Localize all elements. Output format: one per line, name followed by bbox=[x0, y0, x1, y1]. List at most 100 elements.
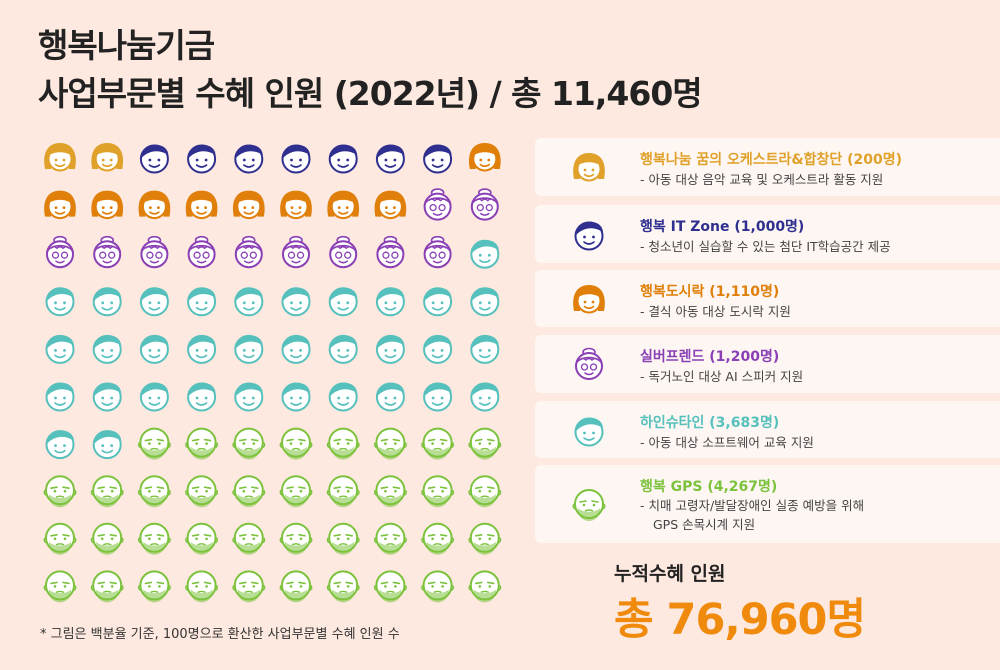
boy-face-icon bbox=[139, 287, 169, 317]
grandfather-face-icon bbox=[232, 522, 266, 555]
girl-face-icon bbox=[91, 190, 124, 220]
legend-card-orchestra: 행복나눔 꿈의 오케스트라&합창단 (200명) - 아동 대상 음악 교육 및… bbox=[535, 138, 1000, 196]
girl-face-icon bbox=[327, 190, 360, 220]
boy-face-icon bbox=[139, 334, 169, 364]
grandmother-face-icon bbox=[234, 235, 263, 269]
grandfather-face-icon bbox=[468, 522, 502, 555]
grandfather-face-icon bbox=[43, 475, 77, 508]
boy-face-icon bbox=[45, 430, 75, 460]
girl-face-icon bbox=[374, 190, 407, 220]
grandfather-face-icon bbox=[421, 570, 455, 603]
boy-face-icon bbox=[45, 382, 75, 412]
grandfather-face-icon bbox=[572, 489, 606, 521]
boy-face-icon bbox=[375, 287, 405, 317]
boy-face-icon bbox=[281, 144, 311, 174]
grandfather-face-icon bbox=[90, 522, 124, 555]
boy-face-icon bbox=[281, 334, 311, 364]
boy-face-icon bbox=[375, 382, 405, 412]
page-title: 행복나눔기금 사업부문별 수혜 인원 (2022년) / 총 11,460명 bbox=[38, 22, 703, 118]
grandfather-face-icon bbox=[468, 475, 502, 508]
boy-face-icon bbox=[328, 382, 358, 412]
grandfather-face-icon bbox=[232, 570, 266, 603]
girl-face-icon bbox=[280, 190, 312, 220]
legend-card-gps: 행복 GPS (4,267명) - 치매 고령자/발달장애인 실종 예방을 위해… bbox=[535, 465, 1000, 543]
girl-face-icon bbox=[468, 143, 501, 172]
girl-face-icon bbox=[185, 190, 218, 220]
grandfather-face-icon bbox=[373, 570, 407, 603]
boy-face-icon bbox=[187, 144, 217, 174]
grandfather-face-icon bbox=[185, 475, 219, 508]
girl-face-icon bbox=[138, 190, 171, 220]
grandfather-face-icon bbox=[90, 475, 124, 508]
boy-face-icon bbox=[92, 287, 122, 317]
girl-face-icon bbox=[573, 153, 605, 182]
boy-face-icon bbox=[187, 287, 217, 317]
boy-face-icon bbox=[423, 287, 453, 317]
boy-face-icon bbox=[234, 382, 264, 412]
boy-face-icon bbox=[45, 287, 75, 317]
total-value: 총 76,960명 bbox=[614, 595, 866, 645]
grandfather-face-icon bbox=[137, 475, 171, 508]
boy-face-icon bbox=[92, 382, 122, 412]
legend-card-silver: 실버프렌드 (1,200명) - 독거노인 대상 AI 스피커 지원 bbox=[535, 335, 1000, 393]
legend-desc: - 아동 대상 소프트웨어 교육 지원 bbox=[640, 435, 814, 450]
boy-face-icon bbox=[328, 334, 358, 364]
grandfather-face-icon bbox=[373, 427, 407, 460]
grandfather-face-icon bbox=[468, 427, 502, 460]
grandmother-face-icon bbox=[93, 235, 122, 269]
boy-face-icon bbox=[281, 287, 311, 317]
grandfather-face-icon bbox=[90, 570, 124, 603]
title-line-1: 행복나눔기금 bbox=[38, 26, 215, 65]
boy-face-icon bbox=[423, 334, 453, 364]
footnote: * 그림은 백분율 기준, 100명으로 환산한 사업부문별 수혜 인원 수 bbox=[40, 627, 400, 642]
legend-title: 행복 IT Zone (1,000명) bbox=[640, 219, 805, 235]
grandfather-face-icon bbox=[373, 522, 407, 555]
grandfather-face-icon bbox=[421, 522, 455, 555]
title-line-2: 사업부문별 수혜 인원 (2022년) / 총 11,460명 bbox=[38, 74, 703, 113]
grandfather-face-icon bbox=[326, 522, 360, 555]
boy-face-icon bbox=[375, 334, 405, 364]
legend-desc: - 청소년이 실습할 수 있는 첨단 IT학습공간 제공 bbox=[640, 239, 891, 254]
boy-face-icon bbox=[187, 382, 217, 412]
grandfather-face-icon bbox=[137, 522, 171, 555]
grandmother-face-icon bbox=[423, 235, 452, 269]
boy-face-icon bbox=[470, 334, 500, 364]
girl-face-icon bbox=[91, 143, 124, 172]
boy-face-icon bbox=[470, 239, 500, 269]
grandfather-face-icon bbox=[185, 427, 219, 460]
legend-card-itzone: 행복 IT Zone (1,000명) - 청소년이 실습할 수 있는 첨단 I… bbox=[535, 205, 1000, 263]
boy-face-icon bbox=[574, 221, 604, 251]
grandfather-face-icon bbox=[137, 570, 171, 603]
grandmother-face-icon bbox=[282, 235, 310, 269]
grandfather-face-icon bbox=[421, 427, 455, 460]
boy-face-icon bbox=[470, 382, 500, 412]
boy-face-icon bbox=[328, 144, 358, 174]
legend-card-lunch: 행복도시락 (1,110명) - 결식 아동 대상 도시락 지원 bbox=[535, 270, 1000, 327]
boy-face-icon bbox=[234, 144, 264, 174]
grandfather-face-icon bbox=[232, 427, 266, 460]
boy-face-icon bbox=[375, 144, 405, 174]
grandmother-face-icon bbox=[575, 347, 603, 380]
legend-card-heinstein: 하인슈타인 (3,683명) - 아동 대상 소프트웨어 교육 지원 bbox=[535, 401, 1000, 458]
grandfather-face-icon bbox=[326, 570, 360, 603]
grandmother-face-icon bbox=[423, 188, 452, 221]
boy-face-icon bbox=[470, 287, 500, 317]
grandfather-face-icon bbox=[185, 522, 219, 555]
grandmother-face-icon bbox=[140, 235, 169, 269]
legend-desc: - 결식 아동 대상 도시락 지원 bbox=[640, 304, 791, 319]
grandfather-face-icon bbox=[43, 522, 77, 555]
grandfather-face-icon bbox=[279, 570, 313, 603]
boy-face-icon bbox=[92, 334, 122, 364]
legend-desc: - 치매 고령자/발달장애인 실종 예방을 위해 bbox=[640, 498, 865, 513]
grandfather-face-icon bbox=[137, 427, 171, 460]
girl-face-icon bbox=[232, 190, 265, 220]
total-label: 누적수혜 인원 bbox=[614, 563, 726, 585]
grandmother-face-icon bbox=[470, 188, 499, 221]
grandmother-face-icon bbox=[376, 235, 405, 269]
grandfather-face-icon bbox=[421, 475, 455, 508]
boy-face-icon bbox=[92, 430, 122, 460]
grandfather-face-icon bbox=[326, 475, 360, 508]
grandfather-face-icon bbox=[185, 570, 219, 603]
boy-face-icon bbox=[234, 287, 264, 317]
boy-face-icon bbox=[423, 144, 453, 174]
